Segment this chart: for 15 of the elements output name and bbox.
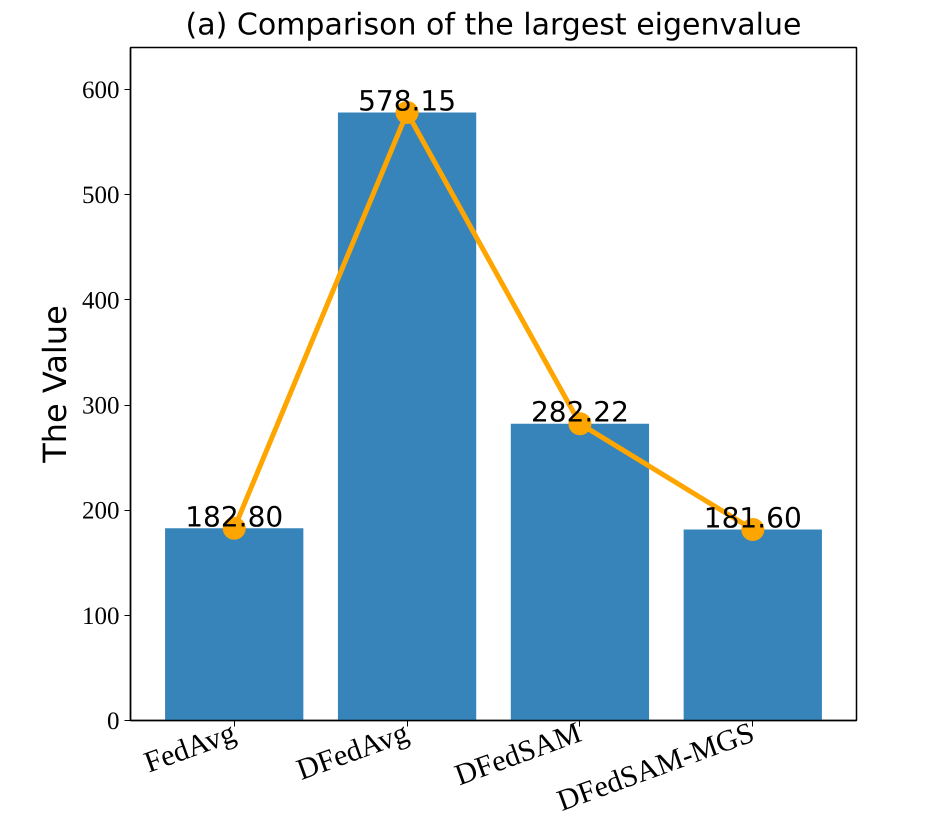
y-axis-title: The Value xyxy=(36,305,74,464)
bar xyxy=(165,528,304,720)
bar xyxy=(338,112,476,720)
y-tick-label: 500 xyxy=(82,182,120,210)
y-tick-label: 600 xyxy=(82,77,120,104)
y-tick-label: 200 xyxy=(82,498,120,525)
data-label: 578.15 xyxy=(358,84,456,118)
x-tick-label: FedAvg xyxy=(140,716,240,780)
y-tick-label: 400 xyxy=(82,287,120,314)
y-tick-label: 300 xyxy=(82,392,120,420)
y-tick-label: 100 xyxy=(82,602,120,630)
chart-title: (a) Comparison of the largest eigenvalue xyxy=(186,8,802,42)
bar xyxy=(684,530,822,720)
y-tick-label: 0 xyxy=(107,708,120,735)
bar xyxy=(510,424,650,720)
